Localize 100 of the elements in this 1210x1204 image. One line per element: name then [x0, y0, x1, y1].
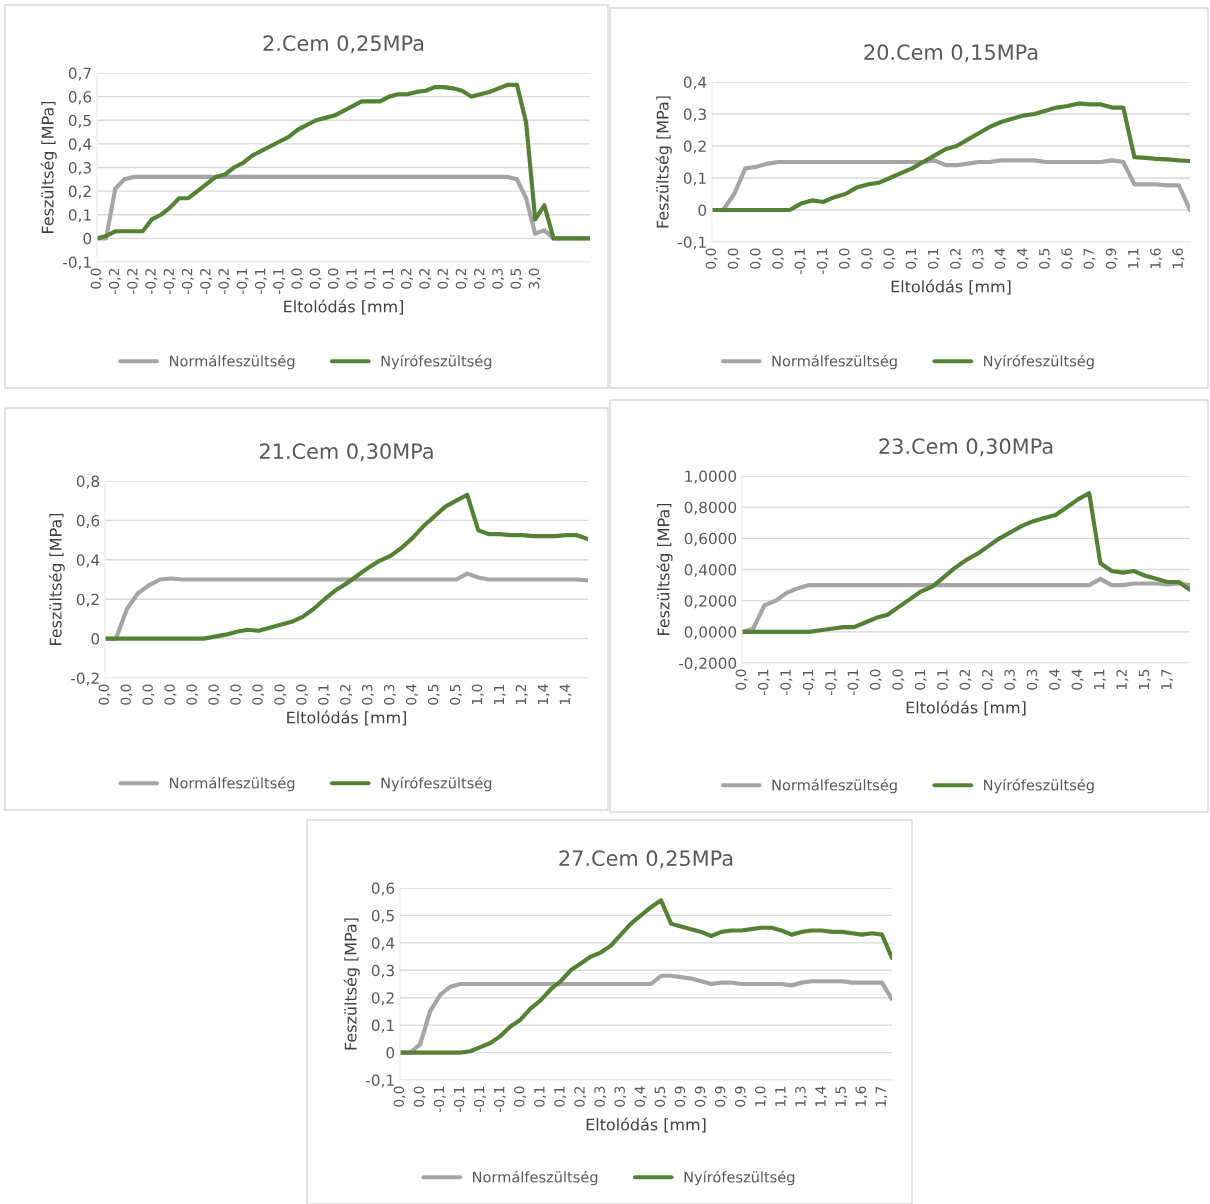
x-tick-label: -0,1	[816, 248, 829, 274]
x-tick-label: 0,9	[674, 1086, 687, 1107]
x-axis-title: Eltolódás [mm]	[586, 1117, 706, 1133]
x-tick-label: 1,6	[855, 1086, 868, 1107]
line-series	[105, 492, 588, 641]
x-tick-label: 1,2	[1116, 669, 1129, 690]
x-tick-label: 0,2	[340, 684, 352, 705]
x-tick-label: -0,2	[127, 268, 139, 294]
legend-label: Normálfeszültség	[772, 778, 897, 794]
x-tick-label: 3,0	[528, 268, 541, 289]
x-tick-label: 0,2	[455, 268, 468, 289]
x-tick-label: 1,1	[493, 684, 506, 705]
y-tick-label: 0	[83, 232, 92, 245]
x-tick-label: 0,9	[694, 1086, 707, 1107]
x-tick-label: 0,4	[405, 684, 418, 705]
x-tick-label: -0,2	[200, 268, 212, 294]
x-tick-label: -0,1	[493, 1086, 506, 1112]
chart-title: 2.Cem 0,25MPa	[263, 35, 424, 54]
x-tick-label: 0,0	[164, 684, 177, 705]
x-tick-label: 0,3	[492, 268, 505, 289]
x-axis-title: Eltolódás [mm]	[284, 299, 403, 315]
x-tick-label: -0,1	[254, 268, 267, 294]
x-tick-label: 0,9	[734, 1086, 747, 1107]
y-axis-title: Feszültség [MPa]	[655, 96, 672, 228]
x-tick-label: 1,5	[835, 1086, 848, 1107]
y-tick-label: 0	[698, 204, 707, 217]
x-tick-label: 1,6	[1172, 248, 1185, 269]
x-tick-label: 1,5	[1138, 669, 1151, 690]
y-axis-title: Feszültség [MPa]	[40, 101, 57, 233]
legend-label: Nyírófeszültség	[381, 354, 492, 370]
x-tick-label: 0,1	[534, 1086, 547, 1107]
legend-label: Nyírófeszültség	[984, 354, 1094, 370]
y-tick-label: 0,4	[683, 76, 707, 90]
x-tick-label: 0,1	[937, 669, 950, 690]
x-tick-label: -0,1	[825, 669, 838, 695]
x-tick-label: 0,5	[1039, 248, 1051, 269]
x-tick-label: 0,1	[927, 248, 940, 269]
y-tick-label: 0,8	[76, 475, 100, 489]
y-tick-label: 0,3	[683, 108, 706, 122]
x-tick-label: 0,1	[914, 669, 927, 690]
x-tick-label: 0,0	[838, 248, 851, 269]
x-tick-label: -0,1	[236, 268, 249, 294]
legend-label: Nyírófeszültség	[381, 776, 492, 792]
x-tick-label: 0,2	[574, 1086, 587, 1107]
x-tick-label: -0,1	[847, 669, 860, 695]
y-tick-label: -0,2000	[678, 657, 737, 671]
x-tick-label: 1,2	[515, 684, 528, 705]
x-tick-label: -0,1	[802, 669, 815, 695]
x-tick-label: 1,7	[1161, 669, 1174, 690]
x-tick-label: 0,4	[994, 248, 1007, 269]
y-tick-label: 0,2	[76, 593, 99, 607]
x-tick-label: 0,7	[1083, 248, 1096, 269]
x-tick-label: 0,4	[1071, 669, 1084, 690]
x-tick-label: 0,9	[1105, 248, 1118, 269]
y-tick-label: 0,6000	[684, 532, 737, 546]
x-tick-label: 1,7	[875, 1086, 888, 1107]
x-tick-label: 1,1	[1128, 248, 1140, 269]
chart-title: 20.Cem 0,15MPa	[864, 44, 1038, 63]
x-tick-label: 0,0	[291, 268, 304, 289]
x-tick-label: 0,2	[981, 669, 994, 690]
x-tick-label: -0,1	[453, 1086, 466, 1112]
x-tick-label: 0,4	[1049, 669, 1062, 690]
y-tick-label: 1,0000	[685, 470, 737, 484]
chart-title: 27.Cem 0,25MPa	[559, 850, 733, 869]
x-tick-label: 0,0	[393, 1086, 406, 1107]
y-tick-label: 0,2	[371, 992, 394, 1006]
y-tick-label: 0,2	[683, 140, 706, 154]
x-tick-label: 0,0	[252, 684, 265, 705]
x-tick-label: 0,0	[869, 669, 882, 690]
legend-label: Nyírófeszültség	[984, 778, 1094, 794]
x-tick-label: -0,1	[780, 669, 793, 695]
x-tick-label: 0,0	[883, 248, 896, 269]
x-tick-label: -0,2	[218, 268, 231, 294]
x-tick-label: 0,0	[413, 1086, 426, 1107]
x-tick-label: -0,1	[273, 268, 286, 294]
x-axis-title: Eltolódás [mm]	[287, 710, 406, 726]
x-tick-label: -0,2	[108, 268, 121, 294]
y-tick-label: -0,1	[366, 1074, 394, 1088]
y-tick-label: 0,1	[683, 172, 706, 186]
y-tick-label: 0,8000	[684, 501, 737, 515]
y-tick-label: 0,0000	[684, 626, 737, 640]
x-tick-label: 0,3	[614, 1086, 627, 1107]
x-tick-label: 0,5	[427, 684, 440, 705]
x-tick-label: -0,2	[181, 268, 194, 294]
y-tick-label: 0,4	[371, 937, 395, 951]
x-tick-label: 0,0	[90, 268, 103, 289]
y-axis-title: Feszültség [MPa]	[343, 918, 360, 1050]
x-tick-label: 0,2	[400, 268, 413, 289]
y-tick-label: 0,3	[68, 161, 91, 176]
x-tick-label: 0,0	[208, 684, 221, 705]
x-tick-label: 0,2	[950, 248, 963, 269]
legend-label: Normálfeszültség	[473, 1170, 598, 1186]
x-tick-label: 0,9	[714, 1086, 727, 1107]
x-tick-label: 0,0	[514, 1086, 526, 1107]
y-tick-label: 0,2000	[684, 595, 737, 609]
x-tick-label: 1,0	[471, 684, 484, 705]
x-tick-label: 0,4	[1016, 248, 1029, 269]
x-tick-label: 0,0	[727, 248, 740, 269]
legend-label: Nyírófeszültség	[684, 1170, 795, 1186]
legend-label: Normálfeszültség	[772, 354, 897, 370]
